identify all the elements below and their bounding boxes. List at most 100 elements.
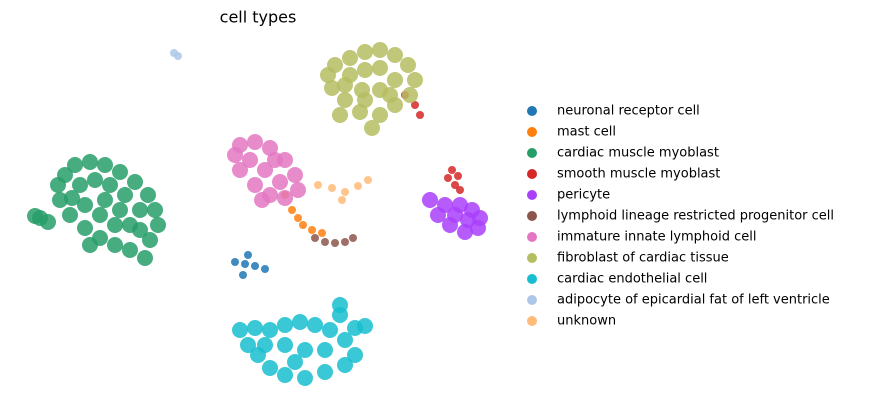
point	[294, 214, 302, 222]
point	[132, 222, 148, 238]
point	[87, 172, 103, 188]
point	[402, 87, 418, 103]
point	[320, 67, 336, 83]
point	[67, 157, 83, 173]
legend-marker	[527, 127, 537, 137]
point	[317, 364, 333, 380]
point	[262, 140, 278, 156]
legend-marker	[527, 316, 537, 326]
point	[92, 207, 108, 223]
point	[247, 134, 263, 150]
point	[457, 224, 473, 240]
point	[251, 262, 259, 270]
point	[97, 192, 113, 208]
point	[244, 251, 252, 259]
point	[242, 152, 258, 168]
point	[400, 57, 416, 73]
point	[382, 87, 398, 103]
point	[239, 271, 247, 279]
point	[387, 47, 403, 63]
point	[416, 111, 424, 119]
point	[227, 147, 243, 163]
point	[456, 186, 464, 194]
point	[347, 347, 363, 363]
point	[112, 164, 128, 180]
chart-title: cell types	[220, 8, 297, 27]
legend-marker	[527, 148, 537, 158]
point	[372, 60, 388, 76]
point	[372, 42, 388, 58]
point	[411, 101, 419, 109]
point	[72, 177, 88, 193]
point	[341, 238, 349, 246]
point	[82, 237, 98, 253]
point	[112, 202, 128, 218]
point	[387, 72, 403, 88]
point	[290, 182, 306, 198]
point	[40, 214, 56, 230]
point	[332, 107, 348, 123]
point	[267, 152, 283, 168]
legend-label: pericyte	[557, 188, 610, 203]
point	[337, 92, 353, 108]
point	[272, 174, 288, 190]
point	[77, 197, 93, 213]
point	[318, 229, 326, 237]
point	[240, 337, 256, 353]
point	[349, 234, 357, 242]
point	[82, 154, 98, 170]
point	[354, 182, 362, 190]
point	[241, 260, 249, 268]
point	[299, 221, 307, 229]
point	[102, 177, 118, 193]
point	[357, 318, 373, 334]
point	[337, 357, 353, 373]
point	[338, 196, 346, 204]
point	[311, 234, 319, 242]
point	[328, 184, 336, 192]
point	[341, 188, 349, 196]
legend-label: adipocyte of epicardial fat of left vent…	[557, 293, 830, 308]
point	[107, 217, 123, 233]
legend-label: immature innate lymphoid cell	[557, 230, 757, 245]
point	[451, 181, 459, 189]
point	[324, 80, 340, 96]
point	[307, 317, 323, 333]
legend-marker	[527, 232, 537, 242]
point	[407, 72, 423, 88]
point	[231, 258, 239, 266]
point	[322, 322, 338, 338]
point	[314, 181, 322, 189]
point	[321, 238, 329, 246]
point	[364, 176, 372, 184]
point	[287, 167, 303, 183]
point	[352, 104, 368, 120]
point	[447, 207, 463, 223]
legend-marker	[527, 274, 537, 284]
point	[448, 166, 456, 174]
point	[52, 192, 68, 208]
point	[288, 206, 296, 214]
point	[137, 250, 153, 266]
point	[247, 320, 263, 336]
point	[232, 322, 248, 338]
point	[277, 317, 293, 333]
point	[127, 174, 143, 190]
point	[254, 192, 270, 208]
point	[132, 202, 148, 218]
legend-marker	[527, 295, 537, 305]
point	[107, 237, 123, 253]
point	[277, 367, 293, 383]
point	[337, 77, 353, 93]
point	[317, 342, 333, 358]
point	[150, 217, 166, 233]
point	[62, 207, 78, 223]
point	[454, 172, 462, 180]
point	[174, 52, 182, 60]
point	[297, 342, 313, 358]
point	[64, 190, 80, 206]
point	[247, 177, 263, 193]
point	[262, 360, 278, 376]
legend-marker	[527, 106, 537, 116]
